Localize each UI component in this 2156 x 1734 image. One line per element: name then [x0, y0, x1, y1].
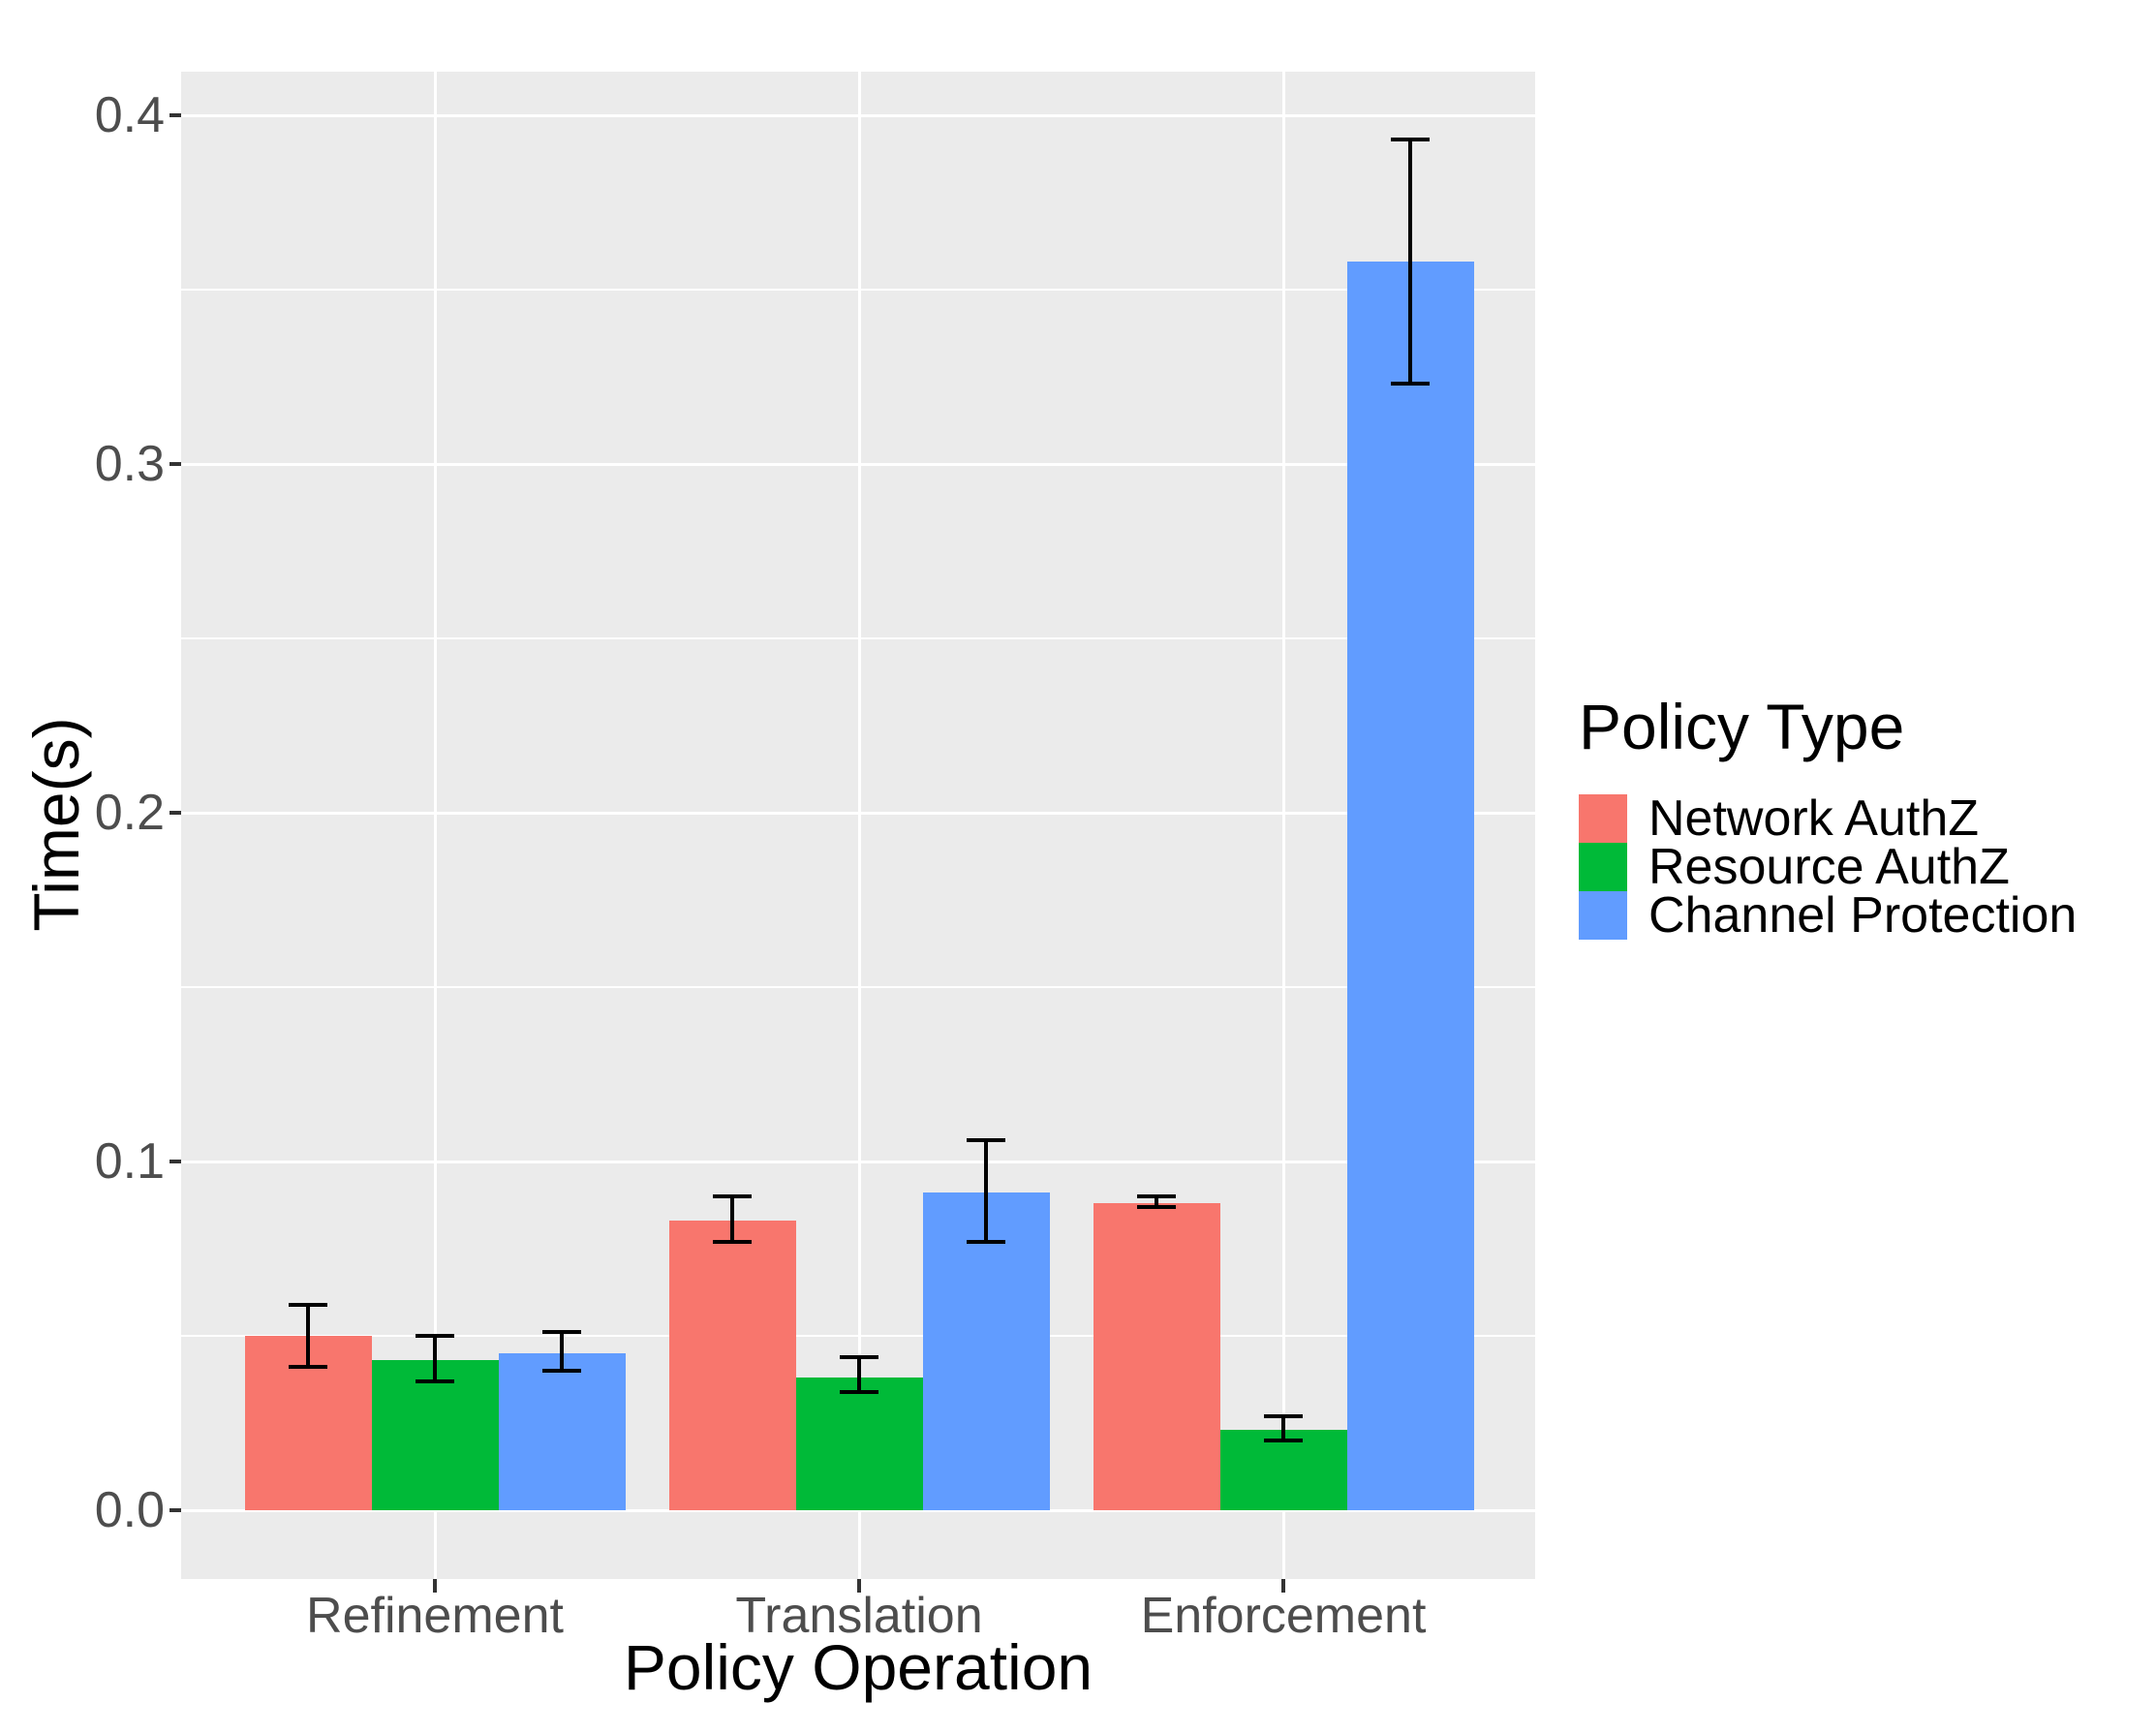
- errorbar-cap-top-channel-protection-enforcement: [1391, 138, 1430, 142]
- bar-network-authz-enforcement: [1093, 1203, 1220, 1511]
- x-tick-mark-translation: [857, 1579, 861, 1593]
- y-tick-mark-0.1: [169, 1160, 181, 1164]
- y-axis-title: Time(s): [20, 717, 92, 932]
- legend-item-resource-authz: Resource AuthZ: [1579, 839, 2141, 895]
- x-tick-label-refinement: Refinement: [306, 1588, 564, 1644]
- y-tick-label-0.1: 0.1: [94, 1133, 165, 1191]
- errorbar-cap-bottom-resource-authz-translation: [840, 1389, 878, 1394]
- y-tick-mark-0.2: [169, 811, 181, 816]
- errorbar-stem-network-authz-enforcement: [1155, 1196, 1158, 1207]
- x-tick-mark-enforcement: [1281, 1579, 1285, 1593]
- gridline-major-x-enforcement: [1281, 72, 1285, 1579]
- y-tick-label-0.4: 0.4: [94, 87, 165, 144]
- errorbar-stem-channel-protection-refinement: [560, 1332, 564, 1372]
- errorbar-stem-resource-authz-translation: [857, 1356, 861, 1392]
- errorbar-cap-bottom-channel-protection-enforcement: [1391, 382, 1430, 387]
- bar-resource-authz-refinement: [371, 1360, 499, 1511]
- gridline-major-x-refinement: [433, 72, 437, 1579]
- x-tick-mark-refinement: [433, 1579, 437, 1593]
- bar-network-authz-translation: [668, 1221, 796, 1511]
- legend-key-channel-protection: [1579, 891, 1627, 940]
- bar-channel-protection-translation: [922, 1192, 1050, 1511]
- errorbar-cap-bottom-network-authz-translation: [713, 1239, 752, 1244]
- errorbar-cap-bottom-resource-authz-refinement: [416, 1378, 454, 1383]
- errorbar-cap-bottom-resource-authz-enforcement: [1264, 1439, 1303, 1443]
- y-tick-label-0.0: 0.0: [94, 1482, 165, 1539]
- x-tick-label-enforcement: Enforcement: [1140, 1588, 1427, 1644]
- y-tick-mark-0.3: [169, 462, 181, 467]
- errorbar-cap-top-resource-authz-refinement: [416, 1334, 454, 1339]
- bar-channel-protection-enforcement: [1346, 262, 1474, 1511]
- legend-item-channel-protection: Channel Protection: [1579, 887, 2141, 944]
- errorbar-cap-top-network-authz-translation: [713, 1194, 752, 1199]
- errorbar-cap-top-channel-protection-refinement: [542, 1330, 581, 1335]
- legend-title: Policy Type: [1579, 691, 1905, 762]
- bar-resource-authz-translation: [795, 1378, 923, 1511]
- errorbar-cap-top-resource-authz-translation: [840, 1354, 878, 1359]
- legend-label-channel-protection: Channel Protection: [1648, 887, 2078, 944]
- errorbar-stem-resource-authz-enforcement: [1281, 1415, 1285, 1441]
- gridline-major-x-translation: [857, 72, 861, 1579]
- errorbar-cap-bottom-network-authz-refinement: [289, 1365, 327, 1370]
- errorbar-cap-top-resource-authz-enforcement: [1264, 1413, 1303, 1418]
- errorbar-cap-top-network-authz-enforcement: [1137, 1194, 1176, 1199]
- x-axis-title: Policy Operation: [623, 1631, 1093, 1703]
- errorbar-stem-resource-authz-refinement: [433, 1336, 437, 1381]
- legend-key-network-authz: [1579, 794, 1627, 843]
- errorbar-stem-network-authz-refinement: [306, 1304, 310, 1368]
- x-tick-label-translation: Translation: [735, 1588, 983, 1644]
- errorbar-stem-network-authz-translation: [730, 1196, 734, 1242]
- legend-label-resource-authz: Resource AuthZ: [1648, 839, 2010, 895]
- y-tick-mark-0.4: [169, 113, 181, 118]
- bar-resource-authz-enforcement: [1219, 1430, 1347, 1511]
- errorbar-cap-top-network-authz-refinement: [289, 1302, 327, 1307]
- errorbar-cap-bottom-network-authz-enforcement: [1137, 1204, 1176, 1209]
- legend-item-network-authz: Network AuthZ: [1579, 790, 2141, 847]
- legend: Policy Type Network AuthZ Resource AuthZ C…: [1579, 690, 2141, 944]
- errorbar-stem-channel-protection-enforcement: [1408, 139, 1412, 385]
- plot-panel: [181, 72, 1535, 1579]
- errorbar-stem-channel-protection-translation: [984, 1140, 988, 1242]
- legend-label-network-authz: Network AuthZ: [1648, 790, 1980, 847]
- bar-channel-protection-refinement: [498, 1353, 626, 1511]
- errorbar-cap-bottom-channel-protection-refinement: [542, 1369, 581, 1374]
- y-tick-mark-0.0: [169, 1508, 181, 1513]
- errorbar-cap-top-channel-protection-translation: [967, 1138, 1005, 1143]
- legend-items: Network AuthZ Resource AuthZ Channel Prote…: [1579, 790, 2141, 944]
- y-tick-label-0.2: 0.2: [94, 785, 165, 842]
- errorbar-cap-bottom-channel-protection-translation: [967, 1239, 1005, 1244]
- y-tick-label-0.3: 0.3: [94, 436, 165, 493]
- legend-key-resource-authz: [1579, 843, 1627, 891]
